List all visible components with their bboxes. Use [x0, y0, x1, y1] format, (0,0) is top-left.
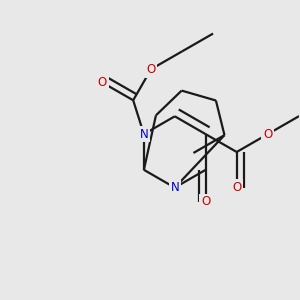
Text: O: O [201, 195, 210, 208]
Text: O: O [98, 76, 107, 89]
Text: O: O [232, 181, 241, 194]
Text: O: O [146, 63, 156, 76]
Text: N: N [170, 181, 179, 194]
Text: O: O [263, 128, 272, 141]
Text: N: N [140, 128, 148, 141]
